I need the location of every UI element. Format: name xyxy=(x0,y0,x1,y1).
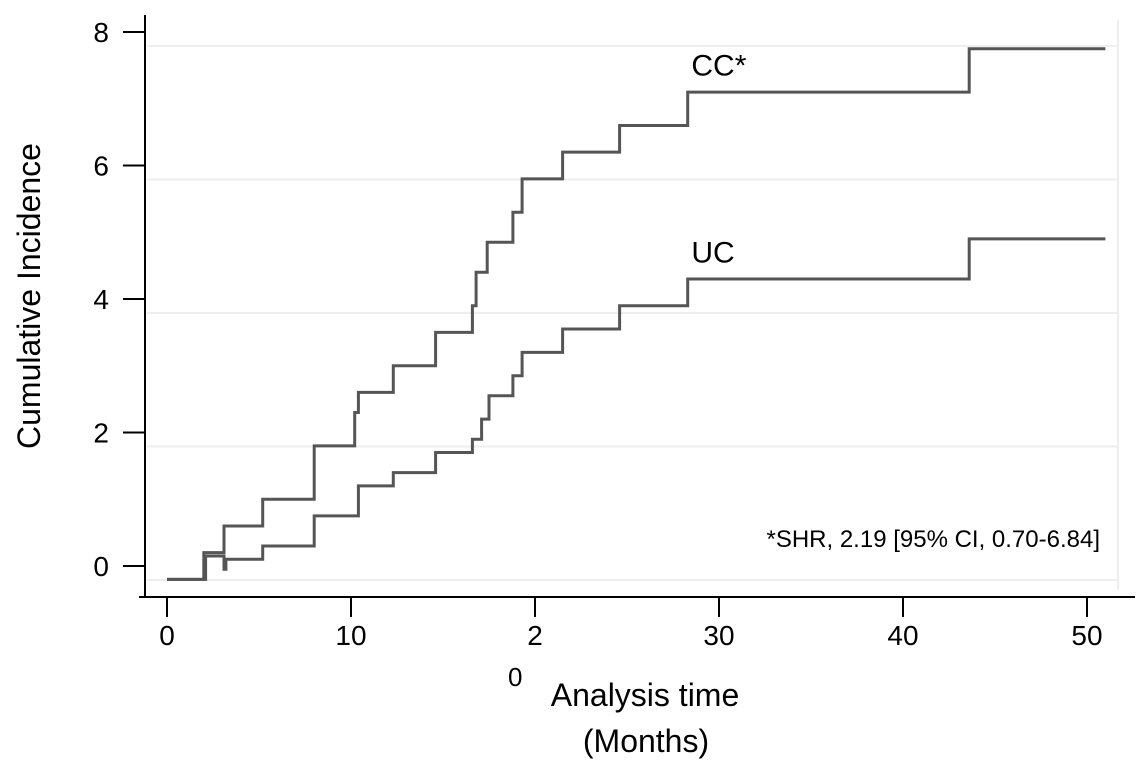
x-tick-label: 40 xyxy=(887,620,918,651)
y-tick-label: 2 xyxy=(93,418,109,449)
x-axis-title: Analysis time xyxy=(551,677,740,713)
series-lines xyxy=(167,47,1106,581)
series-label: UC xyxy=(691,236,734,269)
y-tick-label: 0 xyxy=(93,551,109,582)
grid-lines xyxy=(147,20,1119,590)
series-labels: CC* UC xyxy=(691,49,746,269)
x-tick-label: 30 xyxy=(703,620,734,651)
shr-annotation: *SHR, 2.19 [95% CI, 0.70-6.84] xyxy=(766,526,1100,553)
y-tick-label: 6 xyxy=(93,151,109,182)
x-tick-label: 50 xyxy=(1071,620,1102,651)
x-tick-label: 2 xyxy=(527,620,543,651)
x-tick-label: 0 xyxy=(159,620,175,651)
x-tick-label: 10 xyxy=(335,620,366,651)
series-line-cc xyxy=(167,47,1106,581)
y-tick-label: 4 xyxy=(93,284,109,315)
y-axis-title: Cumulative Incidence xyxy=(11,143,47,449)
ticks: 0 2 4 6 8 0 10 2 30 40 50 xyxy=(93,17,1102,651)
series-label: CC* xyxy=(691,49,746,82)
axes xyxy=(139,15,1135,598)
x-axis-title-superscript: 0 xyxy=(508,662,522,692)
y-tick-label: 8 xyxy=(93,17,109,48)
x-axis-title-unit: (Months) xyxy=(583,723,709,759)
series-line-uc xyxy=(167,237,1106,581)
